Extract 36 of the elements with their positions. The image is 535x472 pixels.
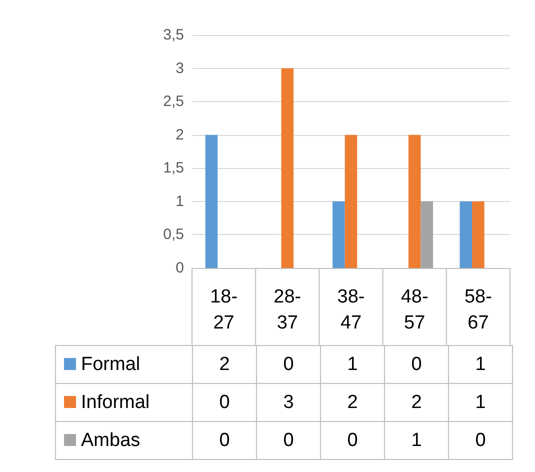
bar bbox=[408, 134, 421, 268]
x-tick-label: 28-37 bbox=[274, 286, 302, 334]
data-label: 1 bbox=[448, 384, 512, 422]
bar bbox=[281, 68, 294, 268]
y-tick-label: 1,5 bbox=[163, 160, 184, 177]
data-label: 1 bbox=[384, 422, 448, 460]
data-label: 0 bbox=[448, 422, 512, 460]
y-tick-label: 3 bbox=[176, 60, 184, 77]
y-tick-label: 0 bbox=[176, 260, 184, 276]
bar bbox=[420, 201, 434, 268]
data-label: 0 bbox=[320, 422, 384, 460]
data-label: 0 bbox=[256, 422, 320, 460]
bar bbox=[460, 201, 472, 268]
data-label: 3 bbox=[256, 384, 320, 422]
y-tick-label: 3,5 bbox=[163, 26, 184, 44]
legend-label: Formal bbox=[56, 346, 192, 384]
y-tick-label: 0,5 bbox=[163, 226, 184, 244]
y-tick-label: 1 bbox=[176, 192, 184, 210]
data-label: 1 bbox=[448, 346, 512, 384]
data-label: 2 bbox=[384, 384, 448, 422]
y-tick-label: 2 bbox=[176, 126, 184, 144]
data-label: 0 bbox=[256, 346, 320, 384]
x-tick-label: 38-47 bbox=[337, 286, 365, 334]
bar bbox=[472, 201, 484, 268]
bar bbox=[344, 134, 358, 268]
x-tick-label: 58-67 bbox=[464, 286, 492, 334]
data-label: 2 bbox=[320, 384, 384, 422]
x-tick-label: 18-27 bbox=[210, 286, 238, 334]
legend-label: Ambas bbox=[56, 422, 192, 460]
bar bbox=[332, 201, 345, 268]
legend-label: Informal bbox=[56, 384, 192, 422]
y-tick-label: 2,5 bbox=[163, 93, 184, 110]
data-label: 1 bbox=[320, 346, 384, 384]
data-label: 0 bbox=[384, 346, 448, 384]
x-tick-label: 48-57 bbox=[400, 286, 428, 334]
bar bbox=[205, 134, 218, 268]
